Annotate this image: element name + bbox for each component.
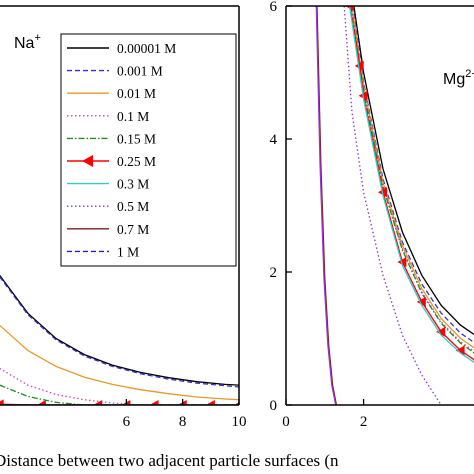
legend-label: 0.5 M	[117, 199, 149, 214]
right-series-line-1	[352, 6, 474, 344]
right-y-tick-label: 4	[270, 132, 278, 148]
left-marker-point	[0, 399, 4, 405]
left-marker-point	[36, 400, 46, 405]
left-series-line-4	[0, 384, 85, 405]
right-x-tick-label: 0	[282, 414, 290, 430]
right-series-line-8	[316, 6, 338, 405]
legend-label: 0.00001 M	[117, 41, 176, 56]
legend-label: 0.3 M	[117, 177, 149, 192]
right-series-group	[315, 6, 474, 405]
right-marker-point	[416, 296, 426, 307]
right-y-tick-label: 2	[270, 265, 278, 281]
left-x-tick-label: 6	[123, 414, 131, 430]
left-x-tick-label: 8	[179, 414, 187, 430]
left-panel: 6 8 10	[0, 5, 247, 430]
right-series-line-2	[351, 6, 474, 349]
right-series-line-4	[350, 6, 474, 354]
legend-box	[60, 33, 237, 267]
legend-label: 0.7 M	[117, 222, 149, 237]
left-series-line-3	[0, 367, 141, 405]
left-marker-point	[149, 400, 159, 405]
right-series-line-3	[350, 6, 474, 352]
left-marker-point	[93, 400, 103, 405]
right-panel: 0 2 0 2 4 6	[270, 0, 474, 430]
legend-label: 0.1 M	[117, 109, 149, 124]
left-ion-label: Na+	[14, 32, 41, 52]
right-series-line-5	[349, 6, 474, 361]
right-series-line-7	[343, 6, 442, 405]
left-series-line-2	[0, 324, 239, 401]
left-series-line-1	[0, 276, 239, 388]
right-series-line-0	[353, 6, 474, 336]
right-series-line-6	[348, 6, 474, 364]
legend-label: 1 M	[117, 244, 139, 259]
right-marker-point	[436, 326, 446, 337]
legend: 0.00001 M 0.001 M 0.01 M 0.1 M 0.15 M 0.25 M 0…	[60, 33, 237, 267]
right-y-tick-label: 0	[270, 398, 278, 414]
legend-label: 0.001 M	[117, 64, 163, 79]
legend-label: 0.15 M	[117, 131, 156, 146]
right-x-tick-label: 2	[360, 414, 368, 430]
legend-label: 0.01 M	[117, 86, 156, 101]
right-ion-label: Mg2+	[443, 68, 474, 88]
right-marker-point	[455, 345, 465, 356]
left-marker-point	[205, 400, 215, 405]
left-series-group	[0, 274, 239, 405]
left-x-tick-label: 10	[232, 414, 247, 430]
x-axis-title: Distance between two adjacent particle s…	[0, 451, 339, 470]
left-series-line-0	[0, 274, 239, 386]
right-series-line-9	[315, 6, 337, 405]
legend-marker	[82, 155, 93, 167]
legend-label: 0.25 M	[117, 154, 156, 169]
right-y-tick-label: 6	[270, 0, 278, 15]
